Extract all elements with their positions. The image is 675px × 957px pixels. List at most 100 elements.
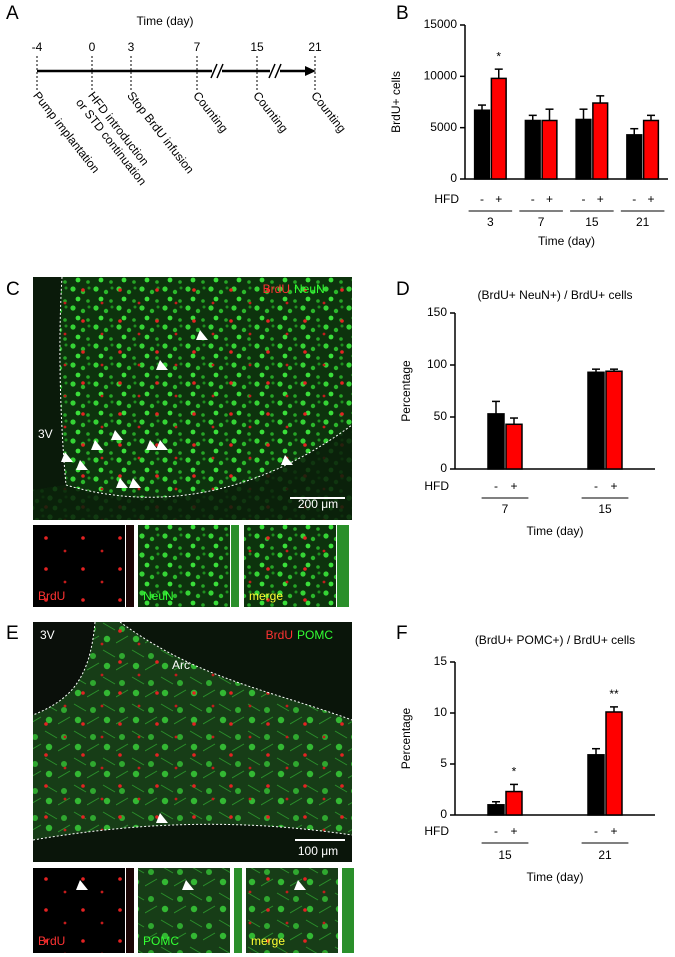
series-label: - xyxy=(480,192,484,206)
x-tick-label: 21 xyxy=(598,848,612,862)
y-tick-label: 10000 xyxy=(424,69,458,83)
panel-label: E xyxy=(6,623,19,644)
scale-bar-label: 100 μm xyxy=(298,844,338,858)
bar xyxy=(592,102,609,180)
break xyxy=(270,64,280,78)
bar xyxy=(642,119,660,180)
bar xyxy=(541,119,558,180)
series-label: + xyxy=(546,192,553,206)
x-tick-label: 7 xyxy=(538,215,545,229)
day-label: -4 xyxy=(32,40,43,54)
region-label: 3V xyxy=(40,628,55,642)
series-label: + xyxy=(495,192,502,206)
bar xyxy=(626,134,643,180)
y-tick-label: 15 xyxy=(434,654,448,668)
event-label: Counting xyxy=(250,89,291,135)
bar xyxy=(487,413,505,470)
break xyxy=(210,63,224,79)
scale-bar-label: 200 μm xyxy=(298,497,338,511)
region-label: 3V xyxy=(38,427,53,441)
region-label: Arc xyxy=(172,658,190,672)
series-label: + xyxy=(510,824,517,838)
panel-label: C xyxy=(6,279,20,300)
chart-title: (BrdU+ POMC+) / BrdU+ cells xyxy=(475,633,635,647)
bar xyxy=(524,119,541,180)
x-tick-label: 15 xyxy=(498,848,512,862)
bar xyxy=(487,804,505,816)
y-tick-label: 5000 xyxy=(430,120,457,134)
x-tick-label: 21 xyxy=(636,215,650,229)
x-axis-label: Time (day) xyxy=(527,524,584,538)
y-tick-label: 100 xyxy=(427,357,447,371)
timeline-title: Time (day) xyxy=(137,14,194,28)
series-label: - xyxy=(594,479,598,493)
day-label: 3 xyxy=(128,40,135,54)
series-label: + xyxy=(597,192,604,206)
inset-label: merge xyxy=(249,589,283,603)
bar xyxy=(587,754,605,816)
inset-label: BrdU xyxy=(38,589,65,603)
inset-label: BrdU xyxy=(38,934,65,948)
y-tick-label: 0 xyxy=(450,171,457,185)
series-label: - xyxy=(582,192,586,206)
bar xyxy=(505,423,523,470)
day-label: 21 xyxy=(308,40,322,54)
channel-label: BrdU xyxy=(266,628,293,642)
series-label: - xyxy=(494,479,498,493)
day-label: 0 xyxy=(89,40,96,54)
panel-label: A xyxy=(6,3,19,24)
event-label: Counting xyxy=(308,89,349,135)
bar xyxy=(490,77,507,180)
y-tick-label: 0 xyxy=(440,807,447,821)
x-axis-label: Time (day) xyxy=(527,870,584,884)
y-tick-label: 5 xyxy=(440,756,447,770)
break xyxy=(268,63,282,79)
y-tick-label: 0 xyxy=(440,461,447,475)
bar xyxy=(605,711,623,816)
panel-label: B xyxy=(396,3,409,24)
significance-label: * xyxy=(512,765,517,779)
bar xyxy=(587,371,605,470)
significance-label: ** xyxy=(609,687,619,701)
event-label: Counting xyxy=(190,89,231,135)
x-axis-label: Time (day) xyxy=(538,234,595,248)
day-label: 7 xyxy=(194,40,201,54)
series-label: - xyxy=(494,824,498,838)
group-label: HFD xyxy=(434,192,459,206)
significance-label: * xyxy=(496,49,501,63)
timeline-arrow xyxy=(305,66,316,76)
micrograph-pomc xyxy=(32,621,354,953)
x-tick-label: 15 xyxy=(598,502,612,516)
bar xyxy=(575,118,592,180)
series-label: - xyxy=(531,192,535,206)
y-tick-label: 15000 xyxy=(424,17,458,31)
channel-label: BrdU xyxy=(263,282,290,296)
y-tick-label: 150 xyxy=(427,305,447,319)
series-label: + xyxy=(510,479,517,493)
bar xyxy=(605,370,623,470)
inset-label: merge xyxy=(251,934,285,948)
series-label: - xyxy=(632,192,636,206)
panel-label: D xyxy=(396,279,410,300)
channel-label: NeuN xyxy=(294,282,325,296)
group-label: HFD xyxy=(424,479,449,493)
micrograph-neun xyxy=(33,276,353,607)
series-label: + xyxy=(610,479,617,493)
bar xyxy=(473,109,491,180)
channel-label: POMC xyxy=(297,628,333,642)
series-label: + xyxy=(647,192,654,206)
y-axis-label: Percentage xyxy=(399,707,413,769)
chart-title: (BrdU+ NeuN+) / BrdU+ cells xyxy=(477,288,632,302)
y-axis-label: Percentage xyxy=(399,360,413,422)
inset-label: POMC xyxy=(143,934,179,948)
x-tick-label: 3 xyxy=(487,215,494,229)
panel-label: F xyxy=(396,623,408,644)
inset-label: NeuN xyxy=(143,589,174,603)
break xyxy=(212,64,222,78)
series-label: - xyxy=(594,824,598,838)
y-axis-label: BrdU+ cells xyxy=(389,71,403,133)
timeline: Time (day) xyxy=(37,14,316,79)
x-tick-label: 15 xyxy=(585,215,599,229)
y-tick-label: 10 xyxy=(434,705,448,719)
